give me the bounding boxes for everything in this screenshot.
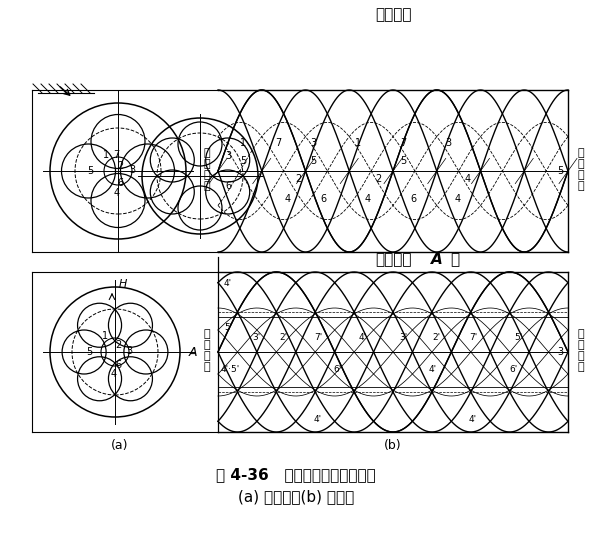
- Text: 2': 2': [432, 333, 440, 342]
- Text: A: A: [189, 346, 197, 358]
- Text: 3: 3: [225, 151, 231, 161]
- Text: 4: 4: [455, 194, 461, 204]
- Text: 面: 面: [578, 181, 584, 191]
- Text: 1: 1: [240, 138, 246, 148]
- Text: 5: 5: [310, 156, 316, 166]
- Text: 端: 端: [578, 170, 584, 180]
- Text: 1: 1: [103, 150, 109, 160]
- Text: 6': 6': [509, 365, 517, 374]
- Text: 6: 6: [225, 181, 231, 191]
- Text: 5': 5': [224, 324, 232, 332]
- Text: 4': 4': [429, 365, 437, 374]
- Text: 出: 出: [204, 159, 210, 169]
- Text: 4': 4': [469, 416, 477, 424]
- Text: 6: 6: [115, 360, 121, 370]
- Text: 2': 2': [279, 333, 287, 342]
- Text: 端: 端: [204, 351, 210, 361]
- Text: 4: 4: [365, 194, 371, 204]
- Text: 入: 入: [578, 159, 584, 169]
- Text: 端: 端: [578, 351, 584, 361]
- Text: 3': 3': [399, 333, 407, 342]
- Text: 1: 1: [355, 138, 361, 148]
- Text: 端: 端: [204, 170, 210, 180]
- Text: 7: 7: [113, 150, 119, 160]
- Text: 排: 排: [578, 329, 584, 339]
- Text: 吸: 吸: [578, 148, 584, 158]
- Text: 2: 2: [375, 174, 381, 184]
- Text: 4: 4: [465, 174, 471, 184]
- Text: 5: 5: [557, 166, 563, 176]
- Text: 4: 4: [111, 369, 117, 379]
- Text: 7': 7': [314, 333, 322, 342]
- Text: 5: 5: [400, 156, 406, 166]
- Text: 7': 7': [469, 333, 477, 342]
- Text: 排: 排: [204, 148, 210, 158]
- Text: 面: 面: [204, 181, 210, 191]
- Text: 主动转子: 主动转子: [375, 7, 411, 22]
- Text: 5': 5': [514, 333, 522, 342]
- Text: 6: 6: [410, 194, 416, 204]
- Text: 2: 2: [115, 340, 121, 350]
- Text: 7: 7: [400, 138, 406, 148]
- Text: 3: 3: [129, 165, 135, 175]
- Text: 4': 4': [314, 416, 322, 424]
- Text: 3': 3': [252, 333, 260, 342]
- Text: (a): (a): [111, 439, 128, 452]
- Text: 4'·5': 4'·5': [220, 365, 240, 374]
- Text: 5: 5: [86, 347, 92, 357]
- Text: 2: 2: [295, 174, 301, 184]
- Text: 出: 出: [578, 340, 584, 350]
- Text: 1: 1: [102, 331, 108, 341]
- Text: 面: 面: [578, 362, 584, 372]
- Text: 2: 2: [117, 161, 123, 171]
- Text: 6': 6': [334, 365, 342, 374]
- Text: 5: 5: [87, 166, 93, 176]
- Text: 4: 4: [285, 194, 291, 204]
- Text: (b): (b): [384, 439, 402, 452]
- Text: 3: 3: [126, 346, 132, 356]
- Text: (a) 啮合线；(b) 接触线: (a) 啮合线；(b) 接触线: [238, 490, 354, 505]
- Text: 3: 3: [445, 138, 451, 148]
- Text: 6: 6: [320, 194, 326, 204]
- Text: 从动转子: 从动转子: [375, 253, 411, 268]
- Text: 6: 6: [117, 178, 123, 188]
- Text: 4: 4: [114, 188, 120, 198]
- Text: H: H: [119, 279, 127, 289]
- Text: 面: 面: [204, 362, 210, 372]
- Text: 入: 入: [204, 340, 210, 350]
- Text: 4': 4': [359, 333, 367, 342]
- Text: A: A: [431, 253, 443, 268]
- Text: 4': 4': [224, 279, 232, 288]
- Text: 3: 3: [310, 138, 316, 148]
- Text: 向: 向: [451, 253, 459, 268]
- Text: 5: 5: [240, 156, 246, 166]
- Text: 3: 3: [557, 347, 563, 357]
- Text: 吸: 吸: [204, 329, 210, 339]
- Text: 图 4-36   啮合线与接触线示意图: 图 4-36 啮合线与接触线示意图: [216, 468, 376, 483]
- Text: 7: 7: [275, 138, 281, 148]
